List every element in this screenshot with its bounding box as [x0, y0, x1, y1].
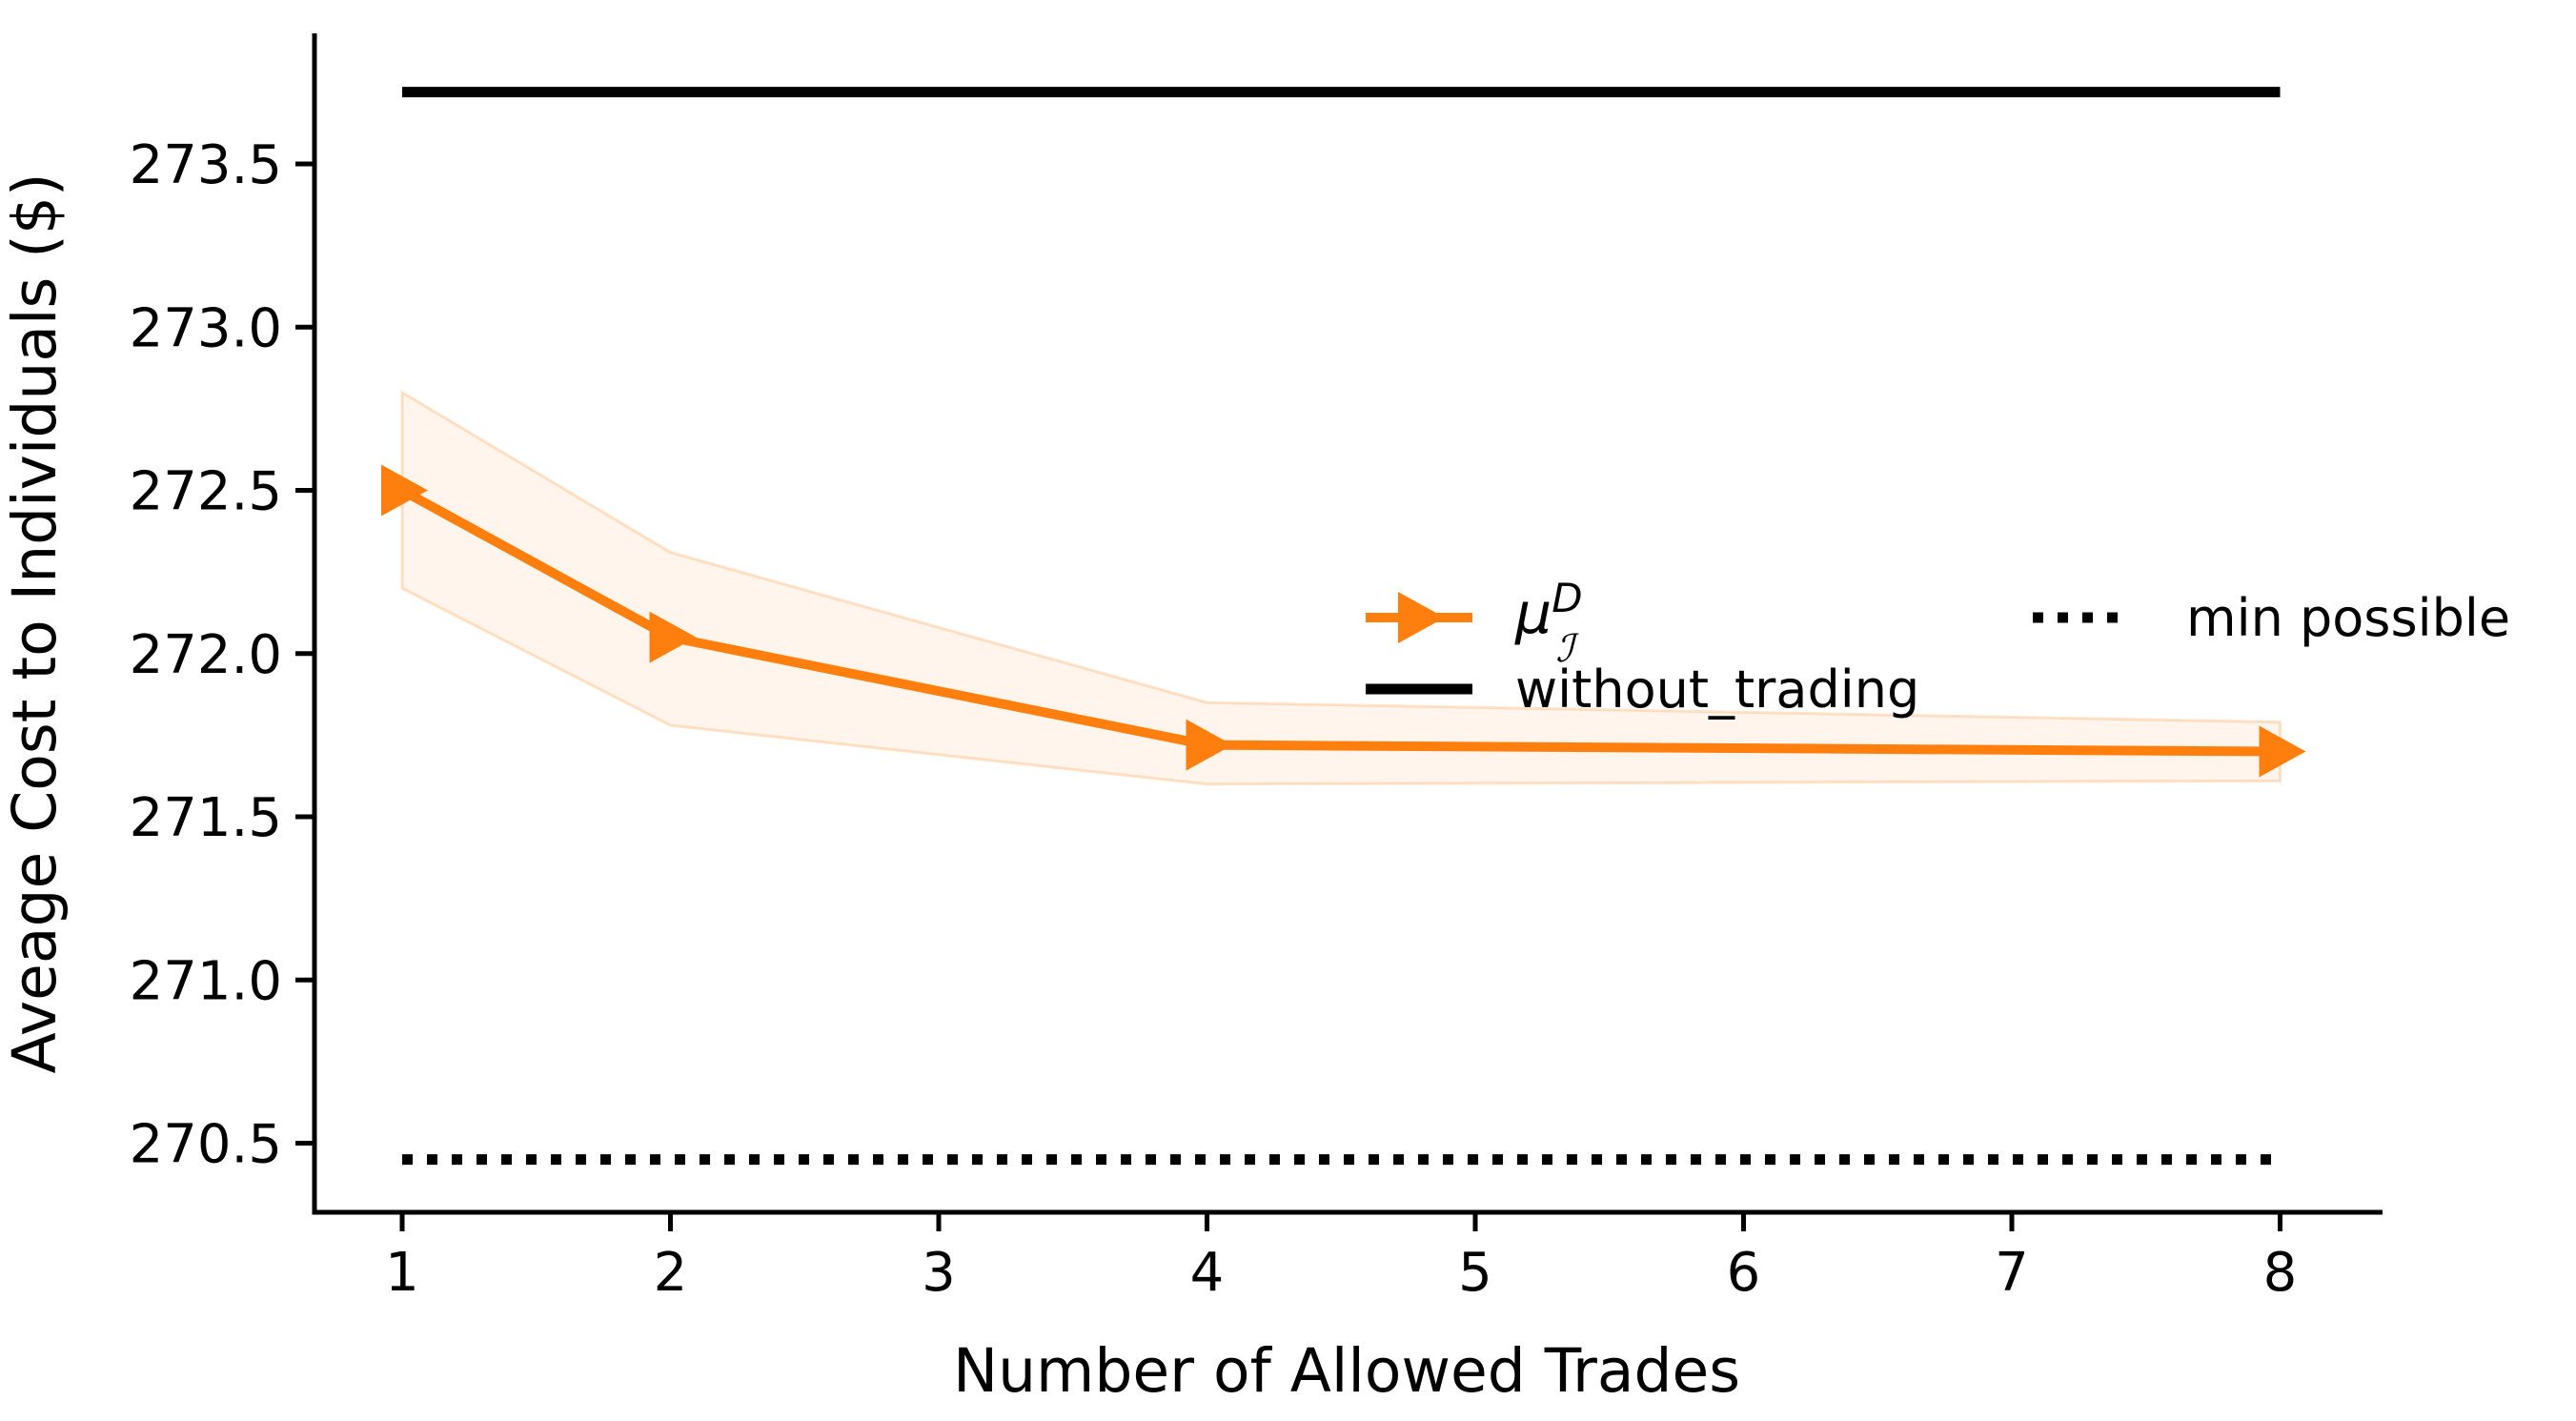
y-tick-label-271.5: 271.5 — [130, 787, 282, 849]
x-tick-label-8: 8 — [2263, 1242, 2298, 1304]
x-tick-label-7: 7 — [1995, 1242, 2029, 1304]
y-tick-label-272.5: 272.5 — [130, 461, 282, 523]
confidence-band-layer — [400, 390, 2282, 786]
axes-layer: 1 2 3 4 5 6 7 8 270.5 271.0 271.5 272.0 272.5 273.0 27… — [130, 33, 2383, 1304]
y-tick-label-273.5: 273.5 — [130, 134, 282, 196]
legend-label-mu: μD ℐ — [1514, 575, 1583, 671]
x-tick-label-2: 2 — [654, 1242, 688, 1304]
right-triangle-marker — [381, 464, 428, 517]
legend-label-min-possible: min possible — [2186, 588, 2510, 648]
x-axis-label: Number of Allowed Trades — [953, 1336, 1740, 1406]
legend-arrow-marker — [1398, 592, 1445, 643]
x-tick-label-5: 5 — [1458, 1242, 1492, 1304]
right-triangle-marker — [2259, 725, 2306, 778]
x-tick-label-3: 3 — [922, 1242, 956, 1304]
right-triangle-marker — [649, 611, 697, 663]
legend-label-without-trading: without_trading — [1515, 660, 1919, 720]
x-tick-label-1: 1 — [385, 1242, 419, 1304]
x-tick-label-4: 4 — [1190, 1242, 1225, 1304]
series-layer — [381, 87, 2306, 1166]
right-triangle-marker — [1186, 719, 1233, 771]
y-tick-label-272.0: 272.0 — [130, 624, 282, 686]
confidence-band — [400, 390, 2282, 786]
x-tick-label-6: 6 — [1727, 1242, 1761, 1304]
y-axis-label: Aveage Cost to Individuals ($) — [0, 173, 70, 1073]
y-tick-label-273.0: 273.0 — [130, 297, 282, 359]
y-tick-label-271.0: 271.0 — [130, 950, 282, 1012]
y-tick-label-270.5: 270.5 — [130, 1114, 282, 1176]
mu-series-line — [399, 486, 2281, 757]
